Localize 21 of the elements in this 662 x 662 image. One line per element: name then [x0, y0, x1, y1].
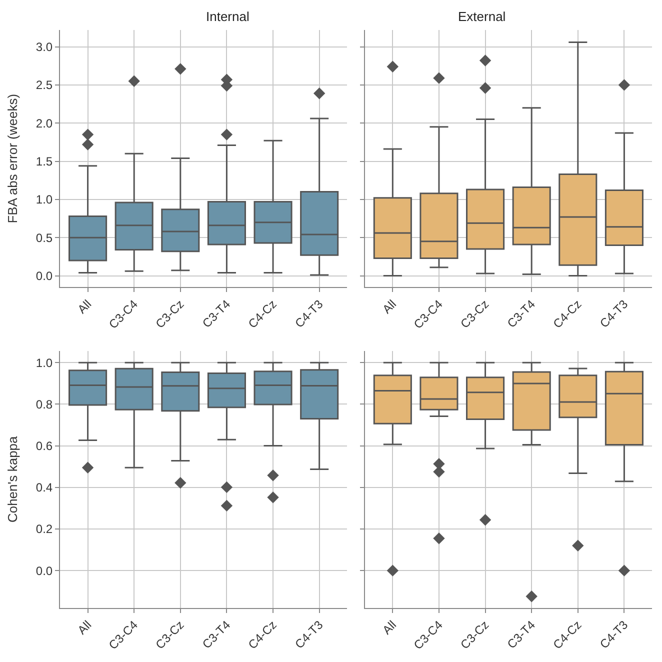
x-tick-label: All: [380, 618, 400, 638]
y-tick-label: 0.5: [36, 230, 53, 245]
x-tick-label: All: [74, 297, 94, 316]
x-tick-label: All: [74, 618, 94, 638]
y-tick-label: 0.6: [36, 439, 53, 454]
chart-title: Internal: [206, 9, 250, 24]
y-tick-label: 0.0: [36, 268, 53, 283]
x-tick-label: All: [380, 297, 400, 316]
y-tick-label: 2.5: [36, 78, 53, 92]
y-tick-label: 3.0: [36, 40, 53, 54]
y-axis-title: Cohen's kappa: [4, 435, 20, 523]
y-tick-label: 1.5: [36, 154, 53, 168]
chart-title: External: [458, 9, 506, 24]
y-tick-label: 0.4: [36, 480, 53, 495]
y-tick-label: 0.0: [36, 564, 53, 578]
y-tick-label: 1.0: [36, 192, 53, 207]
y-tick-label: 0.8: [36, 397, 53, 412]
y-axis-title: FBA abs error (weeks): [4, 94, 20, 224]
y-tick-label: 0.2: [36, 522, 53, 536]
y-tick-label: 1.0: [36, 356, 53, 370]
y-tick-label: 2.0: [36, 116, 53, 130]
